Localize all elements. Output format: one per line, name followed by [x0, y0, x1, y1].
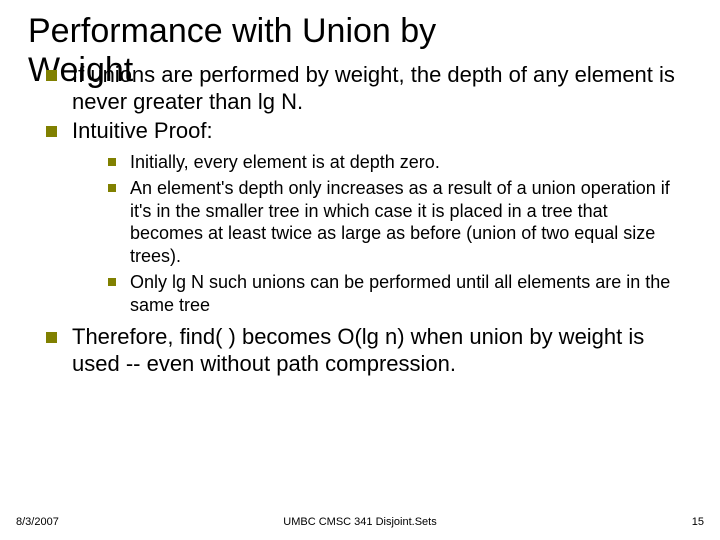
bullet-item: Therefore, find( ) becomes O(lg n) when …: [46, 324, 682, 378]
slide-body: If unions are performed by weight, the d…: [28, 62, 692, 378]
sub-bullet-text: Only lg N such unions can be performed u…: [130, 272, 670, 315]
bullet-item: If unions are performed by weight, the d…: [46, 62, 682, 116]
bullet-text: If unions are performed by weight, the d…: [72, 62, 675, 114]
bullet-text: Therefore, find( ) becomes O(lg n) when …: [72, 324, 644, 376]
sub-bullet-item: Initially, every element is at depth zer…: [108, 151, 682, 174]
footer-center: UMBC CMSC 341 Disjoint.Sets: [0, 516, 720, 528]
title-line-1: Performance with Union by: [28, 12, 436, 50]
sub-bullet-text: An element's depth only increases as a r…: [130, 178, 670, 266]
sub-bullet-item: Only lg N such unions can be performed u…: [108, 271, 682, 316]
footer-page-number: 15: [692, 516, 704, 528]
slide: Performance with Union by Weight If unio…: [0, 0, 720, 540]
bullet-text: Intuitive Proof:: [72, 118, 213, 143]
sub-bullet-list: Initially, every element is at depth zer…: [108, 151, 682, 317]
sub-bullet-text: Initially, every element is at depth zer…: [130, 152, 440, 172]
sub-bullet-item: An element's depth only increases as a r…: [108, 177, 682, 267]
bullet-list: If unions are performed by weight, the d…: [46, 62, 682, 378]
bullet-item: Intuitive Proof: Initially, every elemen…: [46, 118, 682, 316]
